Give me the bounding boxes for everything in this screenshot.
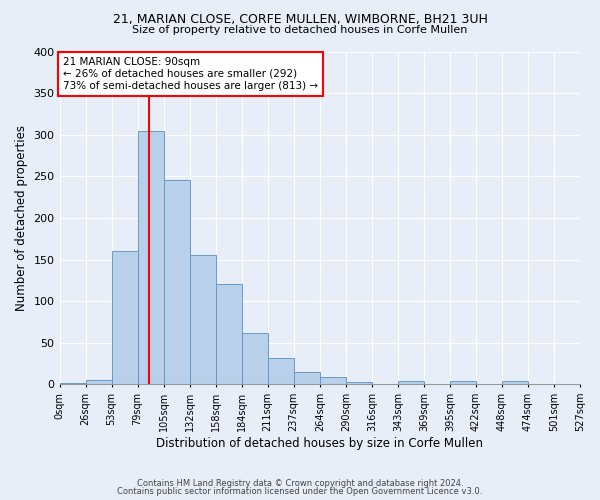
Y-axis label: Number of detached properties: Number of detached properties	[15, 125, 28, 311]
Bar	[215, 284, 242, 384]
X-axis label: Distribution of detached houses by size in Corfe Mullen: Distribution of detached houses by size …	[156, 437, 483, 450]
Text: Contains HM Land Registry data © Crown copyright and database right 2024.: Contains HM Land Registry data © Crown c…	[137, 478, 463, 488]
Bar	[242, 332, 268, 384]
Bar	[86, 380, 112, 384]
Text: Size of property relative to detached houses in Corfe Mullen: Size of property relative to detached ho…	[133, 25, 467, 35]
Bar	[137, 130, 164, 384]
Bar	[112, 251, 137, 384]
Bar	[346, 382, 372, 384]
Bar	[398, 381, 424, 384]
Bar	[268, 358, 294, 384]
Text: 21 MARIAN CLOSE: 90sqm
← 26% of detached houses are smaller (292)
73% of semi-de: 21 MARIAN CLOSE: 90sqm ← 26% of detached…	[63, 58, 318, 90]
Bar	[164, 180, 190, 384]
Bar	[320, 377, 346, 384]
Text: 21, MARIAN CLOSE, CORFE MULLEN, WIMBORNE, BH21 3UH: 21, MARIAN CLOSE, CORFE MULLEN, WIMBORNE…	[113, 12, 487, 26]
Bar	[450, 381, 476, 384]
Bar	[59, 382, 86, 384]
Bar	[190, 256, 215, 384]
Bar	[502, 381, 528, 384]
Bar	[294, 372, 320, 384]
Text: Contains public sector information licensed under the Open Government Licence v3: Contains public sector information licen…	[118, 487, 482, 496]
